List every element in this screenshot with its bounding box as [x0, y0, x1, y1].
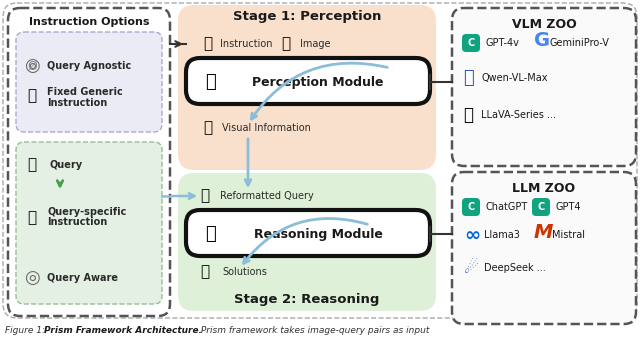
FancyBboxPatch shape	[186, 210, 430, 256]
Text: Query Agnostic: Query Agnostic	[47, 61, 131, 71]
Text: ◎: ◎	[24, 269, 40, 287]
FancyBboxPatch shape	[178, 5, 436, 170]
Text: Instruction: Instruction	[220, 39, 273, 49]
Text: Prism framework takes image-query pairs as input: Prism framework takes image-query pairs …	[198, 326, 429, 335]
Text: GPT4: GPT4	[555, 202, 580, 212]
Text: ∞: ∞	[464, 226, 480, 245]
FancyBboxPatch shape	[452, 172, 636, 324]
Text: 💡: 💡	[200, 264, 209, 279]
Text: 🧠: 🧠	[205, 225, 216, 243]
FancyBboxPatch shape	[16, 32, 162, 132]
Text: Prism Framework Architecture.: Prism Framework Architecture.	[44, 326, 202, 335]
Text: Ø: Ø	[27, 59, 37, 73]
Text: Solutions: Solutions	[222, 267, 267, 277]
Text: Llama3: Llama3	[484, 230, 520, 240]
FancyBboxPatch shape	[178, 173, 436, 311]
FancyBboxPatch shape	[462, 198, 480, 216]
Text: C: C	[467, 202, 475, 212]
Text: Stage 2: Reasoning: Stage 2: Reasoning	[234, 294, 380, 306]
Text: Qwen-VL-Max: Qwen-VL-Max	[481, 73, 547, 83]
Text: 📄: 📄	[28, 88, 36, 103]
Text: ChatGPT: ChatGPT	[485, 202, 527, 212]
Text: LLM ZOO: LLM ZOO	[513, 181, 575, 195]
Text: Instruction: Instruction	[47, 98, 108, 108]
Text: Mistral: Mistral	[552, 230, 585, 240]
FancyBboxPatch shape	[452, 8, 636, 166]
Text: Visual Information: Visual Information	[222, 123, 311, 133]
Text: Fixed Generic: Fixed Generic	[47, 87, 123, 97]
Text: C: C	[538, 202, 545, 212]
Text: Image: Image	[300, 39, 330, 49]
Text: 🤖: 🤖	[205, 73, 216, 91]
Text: Perception Module: Perception Module	[252, 76, 384, 88]
Text: ☄: ☄	[464, 259, 479, 277]
Text: G: G	[534, 31, 550, 50]
Text: GeminiPro-V: GeminiPro-V	[549, 38, 609, 48]
Text: 🟡: 🟡	[463, 106, 473, 124]
FancyBboxPatch shape	[16, 142, 162, 304]
Text: Query-specific: Query-specific	[47, 207, 126, 217]
Text: Query: Query	[50, 160, 83, 170]
FancyBboxPatch shape	[186, 58, 430, 104]
Text: 📄: 📄	[204, 36, 212, 51]
Text: Reasoning Module: Reasoning Module	[253, 228, 383, 240]
Text: 📨: 📨	[282, 36, 291, 51]
Text: Stage 1: Perception: Stage 1: Perception	[233, 9, 381, 23]
Text: Figure 1:: Figure 1:	[5, 326, 48, 335]
FancyBboxPatch shape	[532, 198, 550, 216]
Text: Instruction: Instruction	[47, 217, 108, 227]
Text: 📄: 📄	[204, 120, 212, 135]
Text: GPT-4v: GPT-4v	[485, 38, 519, 48]
FancyBboxPatch shape	[462, 34, 480, 52]
Text: C: C	[467, 38, 475, 48]
Text: ⦿: ⦿	[463, 69, 474, 87]
Text: 📄: 📄	[28, 211, 36, 226]
Text: 🔍: 🔍	[28, 158, 36, 172]
Text: ◎: ◎	[24, 57, 40, 75]
Text: M: M	[534, 222, 554, 242]
Text: Query Aware: Query Aware	[47, 273, 118, 283]
Text: VLM ZOO: VLM ZOO	[511, 17, 577, 31]
Text: Instruction Options: Instruction Options	[29, 17, 149, 27]
Text: 📄: 📄	[200, 188, 209, 203]
Text: DeepSeek ...: DeepSeek ...	[484, 263, 546, 273]
Text: LLaVA-Series ...: LLaVA-Series ...	[481, 110, 556, 120]
Text: Reformatted Query: Reformatted Query	[220, 191, 314, 201]
